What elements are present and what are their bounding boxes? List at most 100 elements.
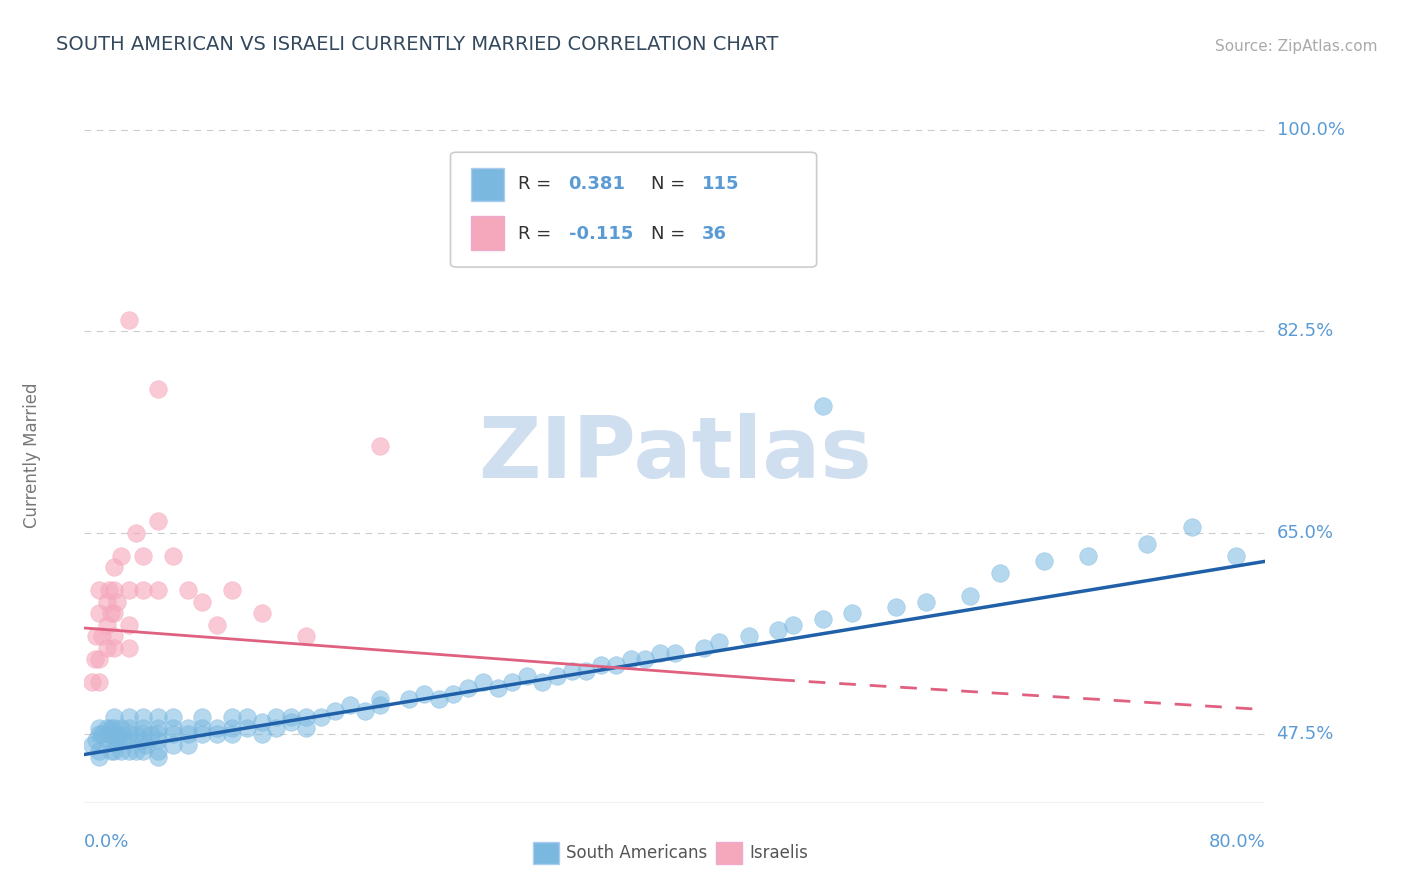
- Text: 0.0%: 0.0%: [84, 833, 129, 851]
- Point: [87, 675, 111, 690]
- Point: [354, 704, 377, 718]
- Point: [103, 582, 125, 597]
- Point: [87, 582, 111, 597]
- Point: [177, 727, 200, 741]
- Point: [139, 727, 162, 741]
- Point: [221, 721, 243, 735]
- Point: [100, 721, 122, 735]
- Point: [177, 582, 200, 597]
- Text: 80.0%: 80.0%: [1209, 833, 1265, 851]
- Point: [118, 709, 141, 723]
- Point: [235, 709, 259, 723]
- FancyBboxPatch shape: [450, 153, 817, 267]
- Point: [546, 669, 568, 683]
- Point: [295, 709, 318, 723]
- Point: [250, 606, 273, 620]
- Point: [132, 744, 155, 758]
- Point: [323, 704, 347, 718]
- Point: [205, 617, 228, 632]
- Point: [177, 739, 200, 753]
- Point: [148, 721, 170, 735]
- Point: [87, 749, 111, 764]
- Point: [98, 727, 121, 741]
- Text: 47.5%: 47.5%: [1277, 725, 1334, 743]
- Point: [280, 709, 302, 723]
- Point: [91, 629, 114, 643]
- Point: [132, 582, 155, 597]
- Point: [427, 692, 450, 706]
- Point: [103, 744, 125, 758]
- Point: [148, 744, 170, 758]
- Point: [1180, 520, 1202, 534]
- Point: [110, 744, 132, 758]
- Point: [96, 594, 118, 608]
- Point: [162, 739, 184, 753]
- Point: [135, 739, 157, 753]
- Point: [295, 721, 318, 735]
- Point: [914, 594, 936, 608]
- Point: [560, 664, 583, 678]
- Point: [125, 525, 148, 540]
- Point: [132, 709, 155, 723]
- Point: [118, 727, 141, 741]
- Text: Currently Married: Currently Married: [22, 382, 41, 528]
- Point: [664, 646, 686, 660]
- Point: [886, 600, 908, 615]
- Point: [162, 549, 184, 563]
- Point: [132, 549, 155, 563]
- Text: 65.0%: 65.0%: [1277, 524, 1333, 541]
- Point: [738, 629, 761, 643]
- Point: [280, 715, 302, 730]
- Point: [709, 635, 731, 649]
- Point: [250, 727, 273, 741]
- Point: [413, 687, 436, 701]
- Point: [103, 732, 125, 747]
- Point: [84, 732, 107, 747]
- Text: 82.5%: 82.5%: [1277, 322, 1334, 340]
- Point: [110, 549, 132, 563]
- Point: [1225, 549, 1247, 563]
- Bar: [533, 842, 560, 864]
- Point: [264, 709, 288, 723]
- Point: [575, 664, 598, 678]
- Point: [87, 606, 111, 620]
- Text: Israelis: Israelis: [749, 844, 808, 862]
- Point: [368, 439, 391, 453]
- Point: [191, 709, 214, 723]
- Point: [118, 744, 141, 758]
- Point: [96, 732, 118, 747]
- Point: [83, 652, 105, 666]
- Text: R =: R =: [517, 225, 557, 243]
- Bar: [716, 842, 742, 864]
- Point: [162, 709, 184, 723]
- Point: [96, 617, 118, 632]
- Text: N =: N =: [651, 225, 692, 243]
- Point: [768, 624, 790, 638]
- Point: [80, 739, 103, 753]
- Text: R =: R =: [517, 175, 557, 193]
- Point: [105, 594, 128, 608]
- Point: [84, 629, 107, 643]
- Point: [103, 640, 125, 655]
- Point: [441, 687, 464, 701]
- Point: [205, 727, 228, 741]
- Point: [221, 582, 243, 597]
- Point: [148, 727, 170, 741]
- Point: [103, 560, 125, 574]
- Point: [530, 675, 553, 690]
- Text: 115: 115: [702, 175, 740, 193]
- Point: [96, 721, 118, 735]
- Point: [103, 709, 125, 723]
- Point: [118, 721, 141, 735]
- Point: [148, 582, 170, 597]
- Point: [177, 721, 200, 735]
- Point: [191, 594, 214, 608]
- Point: [619, 652, 641, 666]
- Point: [105, 732, 128, 747]
- Point: [1077, 549, 1099, 563]
- Point: [295, 629, 318, 643]
- Point: [501, 675, 523, 690]
- Point: [148, 709, 170, 723]
- Text: SOUTH AMERICAN VS ISRAELI CURRENTLY MARRIED CORRELATION CHART: SOUTH AMERICAN VS ISRAELI CURRENTLY MARR…: [56, 35, 779, 54]
- Text: 36: 36: [702, 225, 727, 243]
